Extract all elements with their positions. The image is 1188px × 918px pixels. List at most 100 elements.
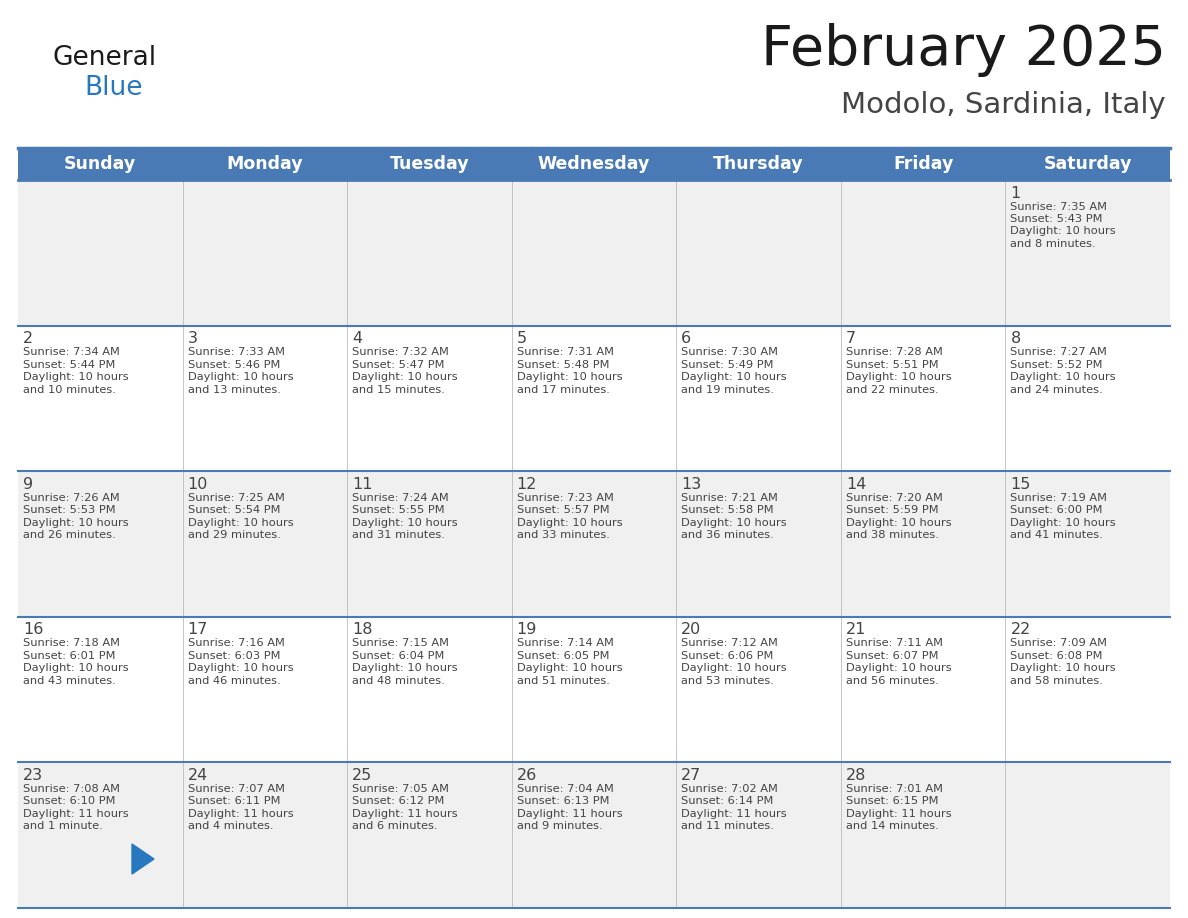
Text: Sunrise: 7:04 AM: Sunrise: 7:04 AM bbox=[517, 784, 613, 794]
Text: Tuesday: Tuesday bbox=[390, 155, 469, 173]
Text: 18: 18 bbox=[352, 622, 373, 637]
Text: Sunset: 6:12 PM: Sunset: 6:12 PM bbox=[352, 797, 444, 806]
Text: and 9 minutes.: and 9 minutes. bbox=[517, 822, 602, 832]
Text: and 33 minutes.: and 33 minutes. bbox=[517, 531, 609, 540]
Text: Daylight: 10 hours: Daylight: 10 hours bbox=[681, 372, 786, 382]
Text: Sunset: 6:05 PM: Sunset: 6:05 PM bbox=[517, 651, 609, 661]
Text: General: General bbox=[52, 45, 156, 71]
Text: Sunrise: 7:11 AM: Sunrise: 7:11 AM bbox=[846, 638, 943, 648]
Text: Sunset: 5:44 PM: Sunset: 5:44 PM bbox=[23, 360, 115, 370]
Text: 15: 15 bbox=[1011, 476, 1031, 492]
Text: Sunrise: 7:33 AM: Sunrise: 7:33 AM bbox=[188, 347, 285, 357]
Text: Friday: Friday bbox=[893, 155, 953, 173]
Text: Daylight: 10 hours: Daylight: 10 hours bbox=[188, 518, 293, 528]
Text: 6: 6 bbox=[681, 331, 691, 346]
Text: Daylight: 11 hours: Daylight: 11 hours bbox=[681, 809, 786, 819]
Text: and 10 minutes.: and 10 minutes. bbox=[23, 385, 116, 395]
Text: Sunset: 5:52 PM: Sunset: 5:52 PM bbox=[1011, 360, 1102, 370]
Text: 5: 5 bbox=[517, 331, 526, 346]
Text: Daylight: 10 hours: Daylight: 10 hours bbox=[352, 518, 457, 528]
Text: Saturday: Saturday bbox=[1043, 155, 1132, 173]
Text: Daylight: 10 hours: Daylight: 10 hours bbox=[846, 664, 952, 673]
Text: and 46 minutes.: and 46 minutes. bbox=[188, 676, 280, 686]
Text: 26: 26 bbox=[517, 767, 537, 783]
Text: and 11 minutes.: and 11 minutes. bbox=[681, 822, 775, 832]
Text: 24: 24 bbox=[188, 767, 208, 783]
Text: Blue: Blue bbox=[84, 75, 143, 101]
Text: Daylight: 10 hours: Daylight: 10 hours bbox=[188, 664, 293, 673]
Text: Daylight: 11 hours: Daylight: 11 hours bbox=[188, 809, 293, 819]
Text: Daylight: 10 hours: Daylight: 10 hours bbox=[1011, 372, 1116, 382]
Text: Sunset: 6:08 PM: Sunset: 6:08 PM bbox=[1011, 651, 1102, 661]
Bar bbox=[18, 326, 1170, 471]
Text: and 13 minutes.: and 13 minutes. bbox=[188, 385, 280, 395]
Text: 10: 10 bbox=[188, 476, 208, 492]
Text: 14: 14 bbox=[846, 476, 866, 492]
Text: 21: 21 bbox=[846, 622, 866, 637]
Text: Thursday: Thursday bbox=[713, 155, 804, 173]
Text: Sunrise: 7:20 AM: Sunrise: 7:20 AM bbox=[846, 493, 943, 503]
Text: 17: 17 bbox=[188, 622, 208, 637]
Text: 20: 20 bbox=[681, 622, 702, 637]
Text: 8: 8 bbox=[1011, 331, 1020, 346]
Text: Sunrise: 7:34 AM: Sunrise: 7:34 AM bbox=[23, 347, 120, 357]
Text: Daylight: 10 hours: Daylight: 10 hours bbox=[846, 518, 952, 528]
Text: Sunset: 6:15 PM: Sunset: 6:15 PM bbox=[846, 797, 939, 806]
Text: Daylight: 10 hours: Daylight: 10 hours bbox=[1011, 664, 1116, 673]
Bar bbox=[18, 180, 1170, 326]
Text: 2: 2 bbox=[23, 331, 33, 346]
Text: and 56 minutes.: and 56 minutes. bbox=[846, 676, 939, 686]
Text: Sunrise: 7:23 AM: Sunrise: 7:23 AM bbox=[517, 493, 613, 503]
Text: Daylight: 11 hours: Daylight: 11 hours bbox=[23, 809, 128, 819]
Text: and 4 minutes.: and 4 minutes. bbox=[188, 822, 273, 832]
Text: Daylight: 10 hours: Daylight: 10 hours bbox=[517, 518, 623, 528]
Text: and 58 minutes.: and 58 minutes. bbox=[1011, 676, 1104, 686]
Text: 11: 11 bbox=[352, 476, 373, 492]
Text: and 36 minutes.: and 36 minutes. bbox=[681, 531, 775, 540]
Text: Wednesday: Wednesday bbox=[538, 155, 650, 173]
Text: and 48 minutes.: and 48 minutes. bbox=[352, 676, 444, 686]
Text: Sunset: 5:46 PM: Sunset: 5:46 PM bbox=[188, 360, 280, 370]
Text: Sunrise: 7:14 AM: Sunrise: 7:14 AM bbox=[517, 638, 613, 648]
Text: Sunday: Sunday bbox=[64, 155, 137, 173]
Text: Sunset: 6:06 PM: Sunset: 6:06 PM bbox=[681, 651, 773, 661]
Text: and 26 minutes.: and 26 minutes. bbox=[23, 531, 115, 540]
Text: Sunset: 6:11 PM: Sunset: 6:11 PM bbox=[188, 797, 280, 806]
Text: 9: 9 bbox=[23, 476, 33, 492]
Text: Sunrise: 7:30 AM: Sunrise: 7:30 AM bbox=[681, 347, 778, 357]
Text: Daylight: 11 hours: Daylight: 11 hours bbox=[352, 809, 457, 819]
Text: 27: 27 bbox=[681, 767, 702, 783]
Text: Daylight: 10 hours: Daylight: 10 hours bbox=[1011, 227, 1116, 237]
Text: Sunrise: 7:12 AM: Sunrise: 7:12 AM bbox=[681, 638, 778, 648]
Text: Daylight: 10 hours: Daylight: 10 hours bbox=[352, 372, 457, 382]
Text: and 1 minute.: and 1 minute. bbox=[23, 822, 102, 832]
Bar bbox=[18, 471, 1170, 617]
Text: Sunrise: 7:05 AM: Sunrise: 7:05 AM bbox=[352, 784, 449, 794]
Text: Daylight: 10 hours: Daylight: 10 hours bbox=[517, 664, 623, 673]
Text: Daylight: 10 hours: Daylight: 10 hours bbox=[23, 518, 128, 528]
Text: and 17 minutes.: and 17 minutes. bbox=[517, 385, 609, 395]
Text: Daylight: 10 hours: Daylight: 10 hours bbox=[1011, 518, 1116, 528]
Text: Sunrise: 7:16 AM: Sunrise: 7:16 AM bbox=[188, 638, 284, 648]
Text: 4: 4 bbox=[352, 331, 362, 346]
Text: Sunset: 5:57 PM: Sunset: 5:57 PM bbox=[517, 505, 609, 515]
Text: and 15 minutes.: and 15 minutes. bbox=[352, 385, 446, 395]
Text: Sunset: 5:55 PM: Sunset: 5:55 PM bbox=[352, 505, 444, 515]
Text: and 22 minutes.: and 22 minutes. bbox=[846, 385, 939, 395]
Text: Monday: Monday bbox=[227, 155, 303, 173]
Text: 16: 16 bbox=[23, 622, 44, 637]
Text: Daylight: 10 hours: Daylight: 10 hours bbox=[517, 372, 623, 382]
Text: and 43 minutes.: and 43 minutes. bbox=[23, 676, 115, 686]
Text: Daylight: 10 hours: Daylight: 10 hours bbox=[352, 664, 457, 673]
Bar bbox=[18, 148, 1170, 180]
Text: 22: 22 bbox=[1011, 622, 1031, 637]
Text: Daylight: 11 hours: Daylight: 11 hours bbox=[846, 809, 952, 819]
Bar bbox=[18, 617, 1170, 763]
Text: 1: 1 bbox=[1011, 185, 1020, 200]
Text: 19: 19 bbox=[517, 622, 537, 637]
Text: Sunset: 5:48 PM: Sunset: 5:48 PM bbox=[517, 360, 609, 370]
Text: Modolo, Sardinia, Italy: Modolo, Sardinia, Italy bbox=[841, 91, 1165, 119]
Text: Daylight: 10 hours: Daylight: 10 hours bbox=[23, 372, 128, 382]
Text: and 51 minutes.: and 51 minutes. bbox=[517, 676, 609, 686]
Text: Sunrise: 7:25 AM: Sunrise: 7:25 AM bbox=[188, 493, 284, 503]
